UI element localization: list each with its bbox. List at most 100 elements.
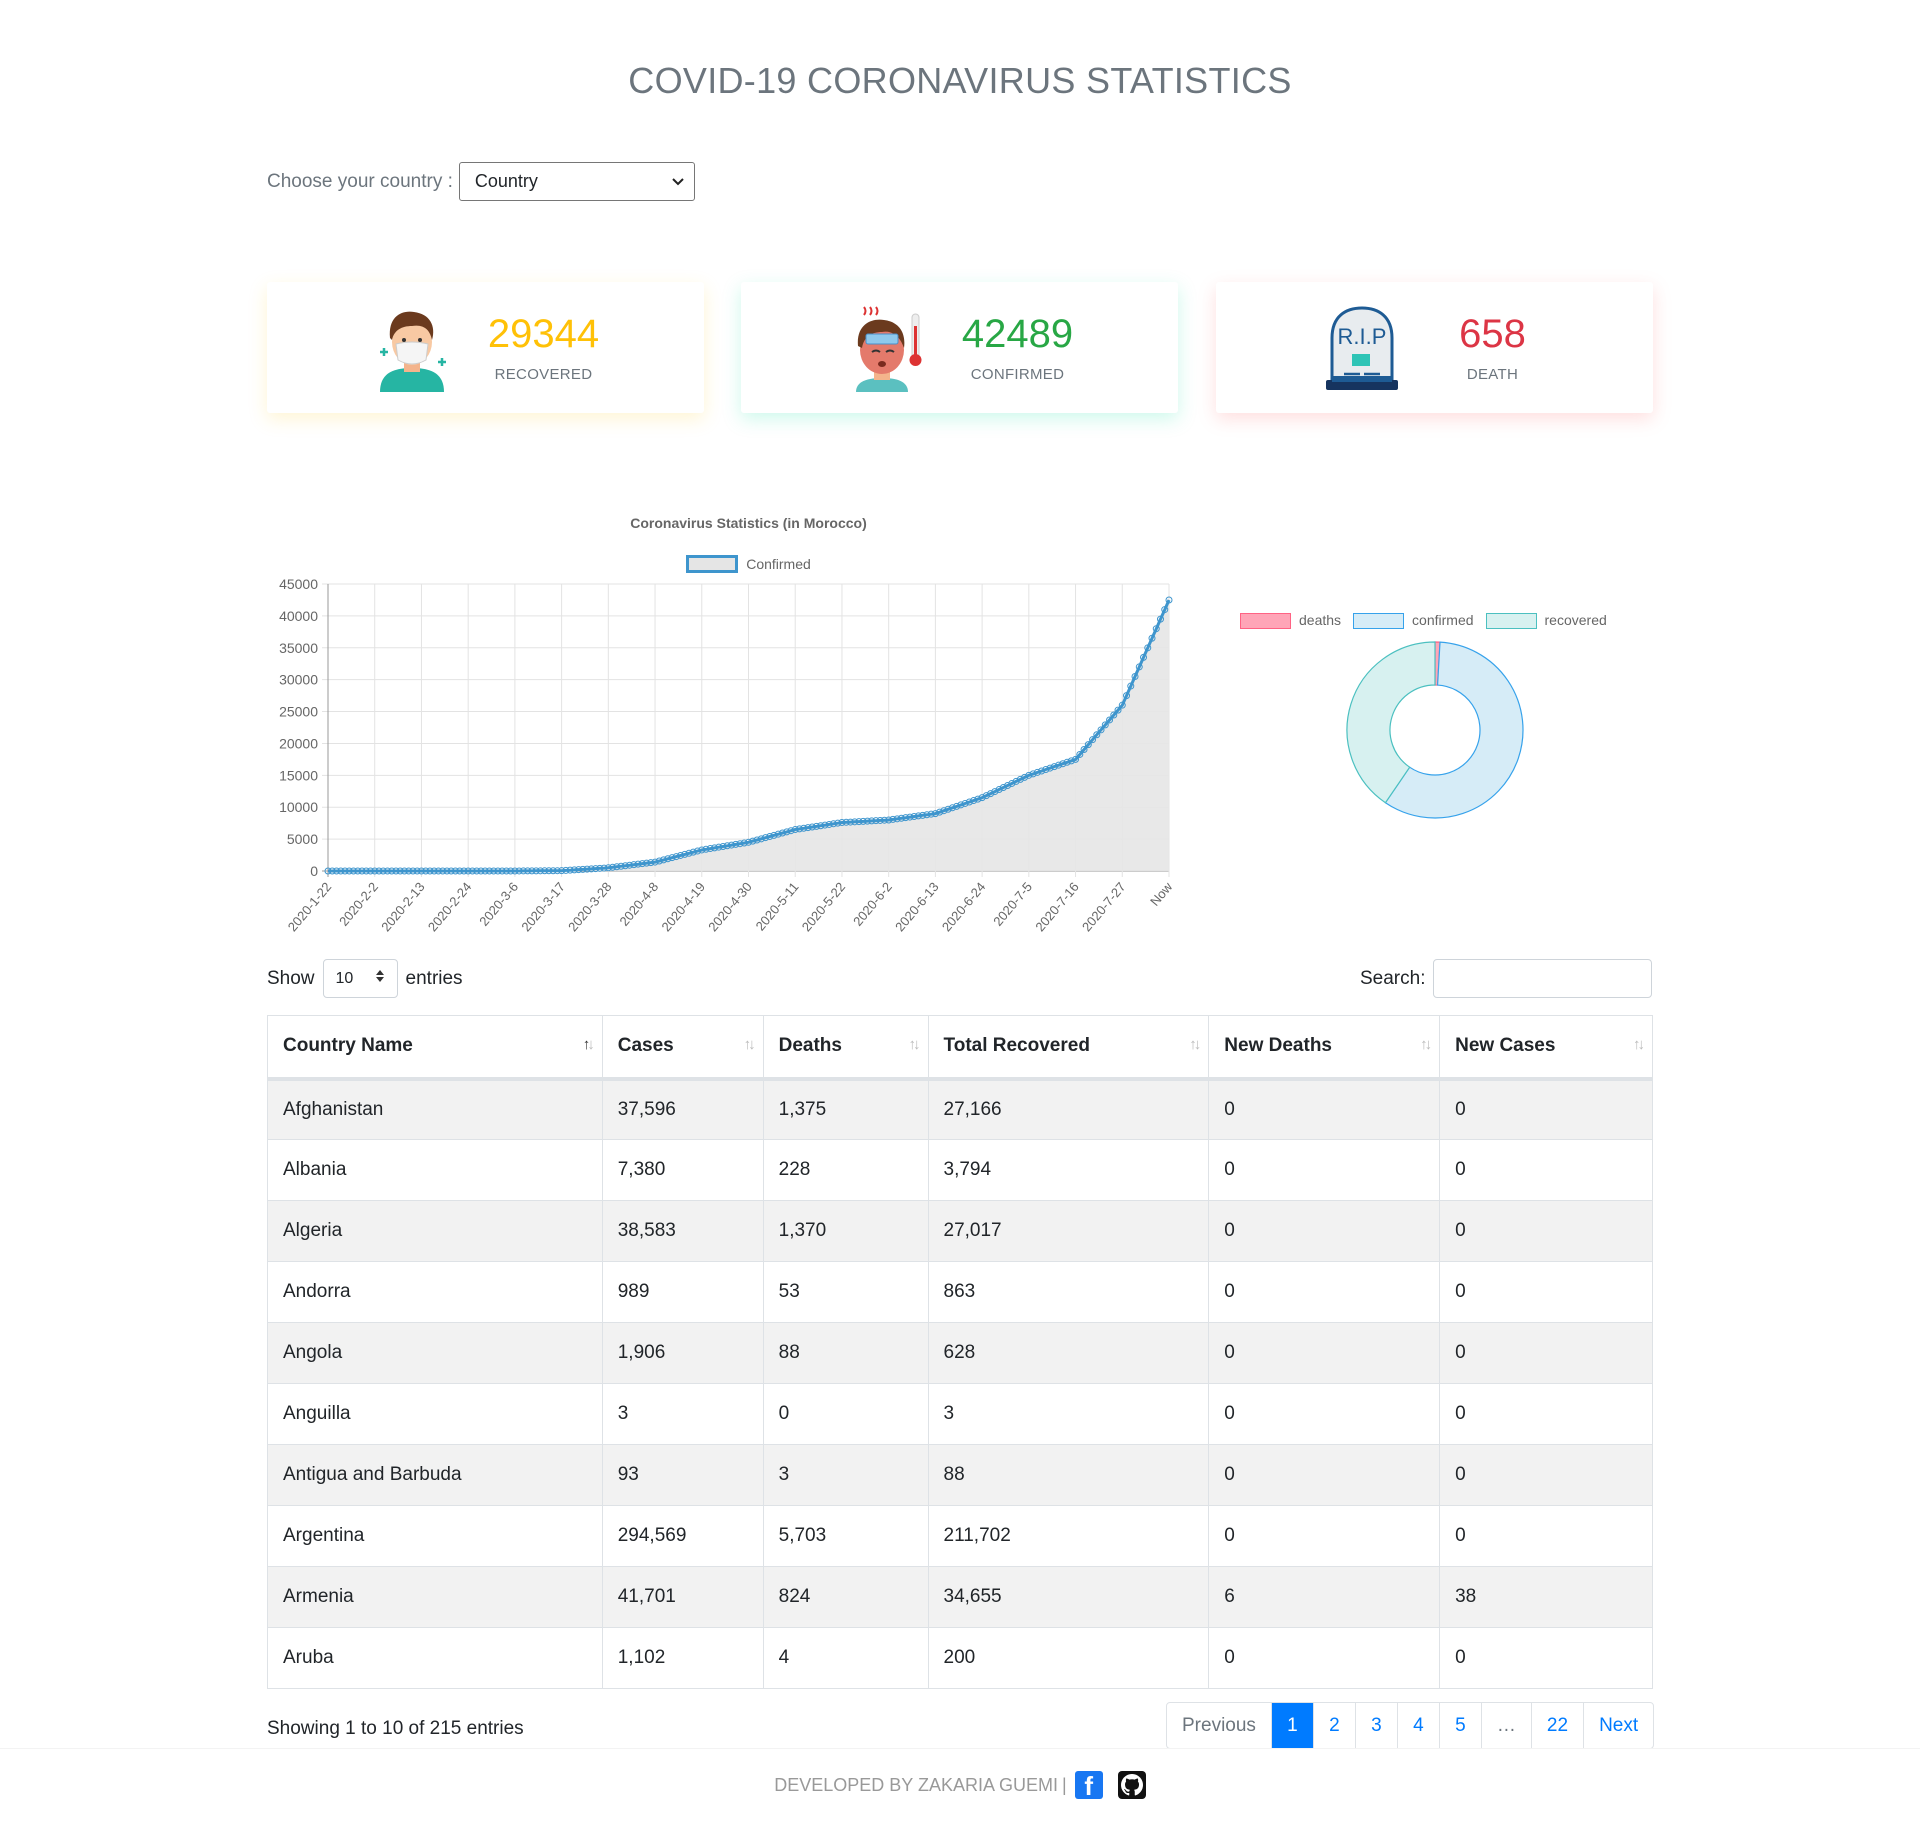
col-header-total-recovered[interactable]: Total Recovered ↑↓ xyxy=(927,1015,1210,1081)
table-row: Antigua and Barbuda 93 3 88 0 0 xyxy=(267,1444,1653,1506)
svg-text:2020-3-28: 2020-3-28 xyxy=(565,879,615,934)
table-row: Angola 1,906 88 628 0 0 xyxy=(267,1322,1653,1384)
col-header-new-cases[interactable]: New Cases ↑↓ xyxy=(1439,1015,1653,1081)
show-label: Show xyxy=(267,967,315,989)
svg-text:2020-1-22: 2020-1-22 xyxy=(285,879,335,934)
table-row: Argentina 294,569 5,703 211,702 0 0 xyxy=(267,1505,1653,1567)
confirmed-card: 42489 CONFIRMED xyxy=(741,282,1178,413)
pagination-ellipsis: … xyxy=(1480,1703,1531,1748)
search-label: Search: xyxy=(1360,967,1426,989)
recovered-count: 29344 xyxy=(487,312,600,356)
svg-text:R.I.P: R.I.P xyxy=(1337,324,1386,349)
country-select[interactable]: Country xyxy=(458,162,695,201)
entries-label: entries xyxy=(405,967,463,989)
col-header-new-deaths[interactable]: New Deaths ↑↓ xyxy=(1208,1015,1441,1081)
svg-text:15000: 15000 xyxy=(279,767,318,783)
svg-text:2020-4-19: 2020-4-19 xyxy=(658,879,708,934)
svg-text:5000: 5000 xyxy=(287,831,318,847)
svg-text:10000: 10000 xyxy=(279,799,318,815)
table-row: Anguilla 3 0 3 0 0 xyxy=(267,1383,1653,1445)
svg-text:2020-2-13: 2020-2-13 xyxy=(378,879,428,934)
pagination-page-1[interactable]: 1 xyxy=(1270,1703,1313,1748)
confirmed-legend-label: Confirmed xyxy=(746,556,811,572)
svg-text:2020-2-2: 2020-2-2 xyxy=(336,879,381,929)
table-row: Afghanistan 37,596 1,375 27,166 0 0 xyxy=(267,1078,1653,1140)
search-input[interactable] xyxy=(1433,959,1653,998)
facebook-icon[interactable]: f xyxy=(1074,1771,1103,1799)
footer-credit: DEVELOPED BY ZAKARIA GUEMI xyxy=(774,1774,1059,1795)
recovered-label: RECOVERED xyxy=(494,366,593,383)
doughnut-chart xyxy=(1346,641,1524,819)
svg-text:2020-6-24: 2020-6-24 xyxy=(939,879,989,934)
svg-text:2020-2-24: 2020-2-24 xyxy=(425,879,475,934)
svg-text:30000: 30000 xyxy=(279,672,318,688)
col-header-cases[interactable]: Cases ↑↓ xyxy=(601,1015,764,1081)
svg-text:35000: 35000 xyxy=(279,640,318,656)
pagination-next[interactable]: Next xyxy=(1583,1703,1653,1748)
sort-icon: ↑↓ xyxy=(908,1036,921,1053)
line-chart-legend[interactable]: Confirmed xyxy=(328,555,1169,573)
tombstone-rip-icon: R.I.P xyxy=(1322,304,1402,392)
legend-deaths[interactable]: deaths xyxy=(1240,612,1341,630)
countries-table: Country Name ↑↓ Cases ↑↓ Deaths ↑↓ Total Re… xyxy=(267,1015,1653,1689)
svg-text:2020-3-6: 2020-3-6 xyxy=(476,879,521,929)
doughnut-legend: deaths confirmed recovered xyxy=(1240,612,1607,630)
svg-text:0: 0 xyxy=(310,863,318,879)
table-header-row: Country Name ↑↓ Cases ↑↓ Deaths ↑↓ Total Re… xyxy=(267,1015,1653,1081)
sort-icon: ↑↓ xyxy=(1189,1036,1201,1053)
github-icon[interactable] xyxy=(1117,1771,1146,1799)
col-header-country-name[interactable]: Country Name ↑↓ xyxy=(267,1015,603,1081)
svg-text:45000: 45000 xyxy=(279,576,318,592)
confirmed-label: CONFIRMED xyxy=(970,366,1065,383)
page-title: COVID-19 CORONAVIRUS STATISTICS xyxy=(628,60,1292,101)
pagination-page-5[interactable]: 5 xyxy=(1438,1703,1481,1748)
table-info: Showing 1 to 10 of 215 entries xyxy=(267,1718,524,1739)
svg-text:Now: Now xyxy=(1147,879,1176,909)
sort-icon: ↑↓ xyxy=(582,1036,595,1053)
legend-recovered[interactable]: recovered xyxy=(1485,612,1607,630)
svg-text:2020-6-2: 2020-6-2 xyxy=(850,879,895,929)
country-select-value: Country xyxy=(474,171,538,191)
sort-icon: ↑↓ xyxy=(1633,1036,1645,1053)
legend-confirmed[interactable]: confirmed xyxy=(1353,612,1474,630)
pagination-previous[interactable]: Previous xyxy=(1182,1714,1256,1736)
svg-text:2020-7-16: 2020-7-16 xyxy=(1032,879,1082,934)
doughnut-segment-recovered xyxy=(1346,641,1436,804)
svg-text:2020-4-8: 2020-4-8 xyxy=(616,879,661,929)
sort-icon: ↑↓ xyxy=(1420,1036,1432,1053)
line-chart: 0 5000 10000 15000 20000 25000 30000 35000 40000… xyxy=(279,576,1176,934)
confirmed-count: 42489 xyxy=(961,312,1074,356)
death-card: R.I.P 658 DEATH xyxy=(1216,282,1653,413)
masked-person-icon xyxy=(372,304,452,392)
country-picker: Choose your country : Country xyxy=(267,162,695,201)
doughnut-segment-confirmed xyxy=(1384,641,1524,819)
footer-separator: | xyxy=(1062,1774,1067,1795)
svg-text:2020-6-13: 2020-6-13 xyxy=(892,879,942,934)
svg-text:25000: 25000 xyxy=(279,704,318,720)
svg-text:2020-7-5: 2020-7-5 xyxy=(990,879,1035,929)
pagination-page-22[interactable]: 22 xyxy=(1530,1703,1583,1748)
confirmed-legend-swatch xyxy=(686,555,739,573)
entries-length-select[interactable]: 10 xyxy=(322,959,398,998)
svg-text:2020-4-30: 2020-4-30 xyxy=(705,879,755,934)
updown-caret-icon xyxy=(375,969,385,988)
pagination-page-3[interactable]: 3 xyxy=(1354,1703,1397,1748)
table-row: Andorra 989 53 863 0 0 xyxy=(267,1261,1653,1323)
svg-text:2020-7-27: 2020-7-27 xyxy=(1079,879,1129,934)
svg-text:2020-5-22: 2020-5-22 xyxy=(799,879,849,934)
pagination-page-2[interactable]: 2 xyxy=(1312,1703,1355,1748)
svg-text:40000: 40000 xyxy=(279,608,318,624)
death-count: 658 xyxy=(1459,312,1526,356)
pagination-page-4[interactable]: 4 xyxy=(1396,1703,1439,1748)
table-row: Albania 7,380 228 3,794 0 0 xyxy=(267,1139,1653,1201)
svg-text:20000: 20000 xyxy=(279,735,318,751)
table-row: Aruba 1,102 4 200 0 0 xyxy=(267,1627,1653,1689)
svg-text:2020-3-17: 2020-3-17 xyxy=(518,879,568,934)
death-label: DEATH xyxy=(1466,366,1519,383)
entries-length-control: Show 10 entries xyxy=(267,959,463,998)
recovered-card: 29344 RECOVERED xyxy=(267,282,704,413)
col-header-deaths[interactable]: Deaths ↑↓ xyxy=(762,1015,929,1081)
pagination: Previous 1 2 3 4 5 … 22 Next xyxy=(1166,1702,1655,1749)
table-row: Algeria 38,583 1,370 27,017 0 0 xyxy=(267,1200,1653,1262)
table-row: Armenia 41,701 824 34,655 6 38 xyxy=(267,1566,1653,1628)
